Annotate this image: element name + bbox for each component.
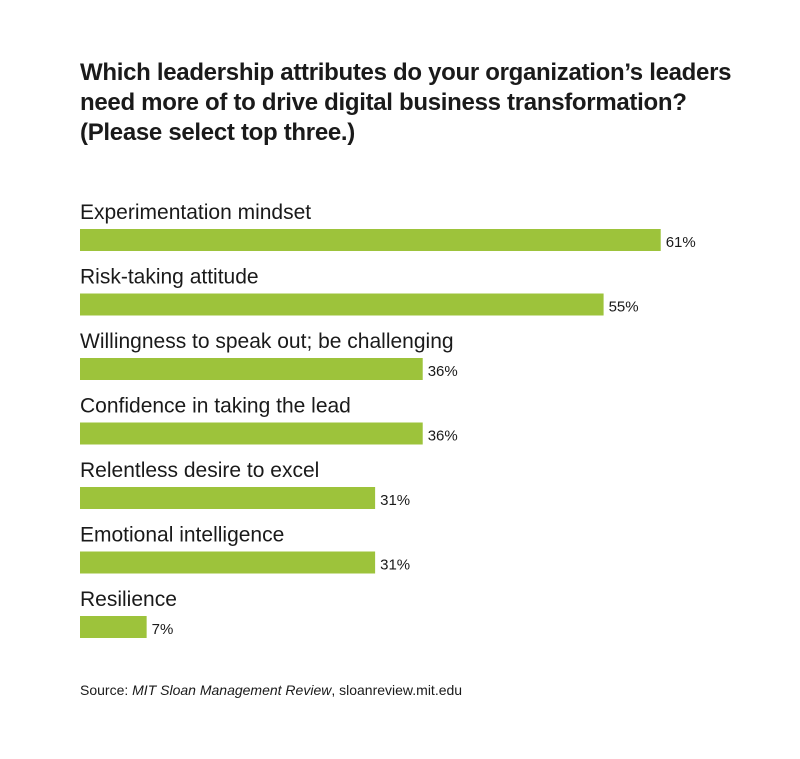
category-label: Risk-taking attitude xyxy=(80,266,259,289)
category-label: Relentless desire to excel xyxy=(80,459,319,482)
value-label: 55% xyxy=(609,299,639,316)
chart-title-line-3: (Please select top three.) xyxy=(80,119,355,146)
value-label: 61% xyxy=(666,234,696,251)
category-label: Resilience xyxy=(80,588,177,611)
value-label: 36% xyxy=(428,363,458,380)
category-label: Willingness to speak out; be challenging xyxy=(80,330,454,353)
chart-title: Which leadership attributes do your orga… xyxy=(80,58,780,148)
source-prefix: Source: xyxy=(80,682,133,698)
value-label: 7% xyxy=(152,621,174,638)
bar xyxy=(80,616,147,638)
chart-title-line-2: need more of to drive digital business t… xyxy=(80,89,687,116)
source-note: Source: MIT Sloan Management Review, slo… xyxy=(80,682,462,698)
bar xyxy=(80,422,423,445)
source-publication: MIT Sloan Management Review xyxy=(132,682,332,698)
category-label: Confidence in taking the lead xyxy=(80,395,351,418)
bar xyxy=(80,229,661,251)
category-label: Experimentation mindset xyxy=(80,201,311,224)
value-label: 31% xyxy=(380,557,410,574)
bar xyxy=(80,551,376,574)
bar xyxy=(80,293,604,316)
source-suffix: , sloanreview.mit.edu xyxy=(331,682,463,698)
chart-title-line-1: Which leadership attributes do your orga… xyxy=(80,59,732,86)
category-label: Emotional intelligence xyxy=(80,524,284,547)
bar xyxy=(80,487,376,509)
value-label: 31% xyxy=(380,492,410,509)
bar xyxy=(80,358,423,380)
value-label: 36% xyxy=(428,428,458,445)
